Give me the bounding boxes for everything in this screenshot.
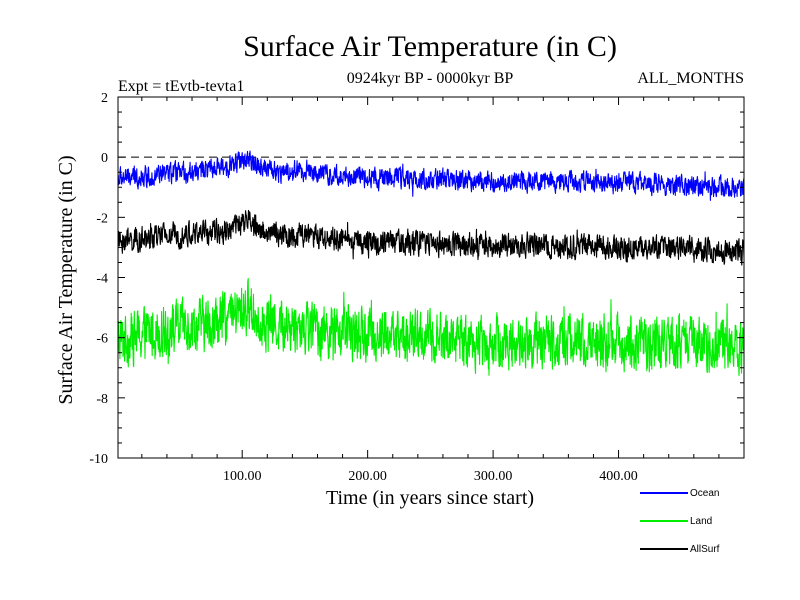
chart-subtitle: 0924kyr BP - 0000kyr BP [347, 70, 514, 87]
chart-title: Surface Air Temperature (in C) [243, 30, 617, 63]
x-tick-label: 100.00 [223, 469, 262, 484]
x-tick-label: 400.00 [599, 469, 638, 484]
y-tick-label: -6 [96, 332, 108, 347]
legend: Ocean Land AllSurf [640, 488, 720, 555]
series-line-land [117, 277, 745, 377]
x-axis-label: Time (in years since start) [326, 487, 534, 509]
experiment-label: Expt = tEvtb-tevta1 [118, 78, 244, 95]
series-line-ocean [117, 150, 745, 201]
x-tick-label: 300.00 [474, 469, 513, 484]
y-tick-label: 0 [101, 151, 108, 166]
series-line-allsurf [117, 209, 745, 266]
plot-area: -10 -8 -6 -4 -2 0 2 100.00 200.00 300.00 400.00 [89, 91, 745, 484]
legend-label-allsurf: AllSurf [690, 544, 720, 555]
y-tick-label: -4 [96, 272, 108, 287]
y-tick-label: -10 [89, 452, 108, 467]
y-tick-label: -2 [96, 211, 108, 226]
y-tick-label: -8 [96, 392, 108, 407]
y-axis-label: Surface Air Temperature (in C) [55, 155, 77, 404]
x-tick-label: 200.00 [348, 469, 387, 484]
legend-label-ocean: Ocean [690, 488, 719, 499]
months-label: ALL_MONTHS [637, 70, 744, 87]
legend-label-land: Land [690, 516, 712, 527]
y-tick-label: 2 [101, 91, 108, 106]
